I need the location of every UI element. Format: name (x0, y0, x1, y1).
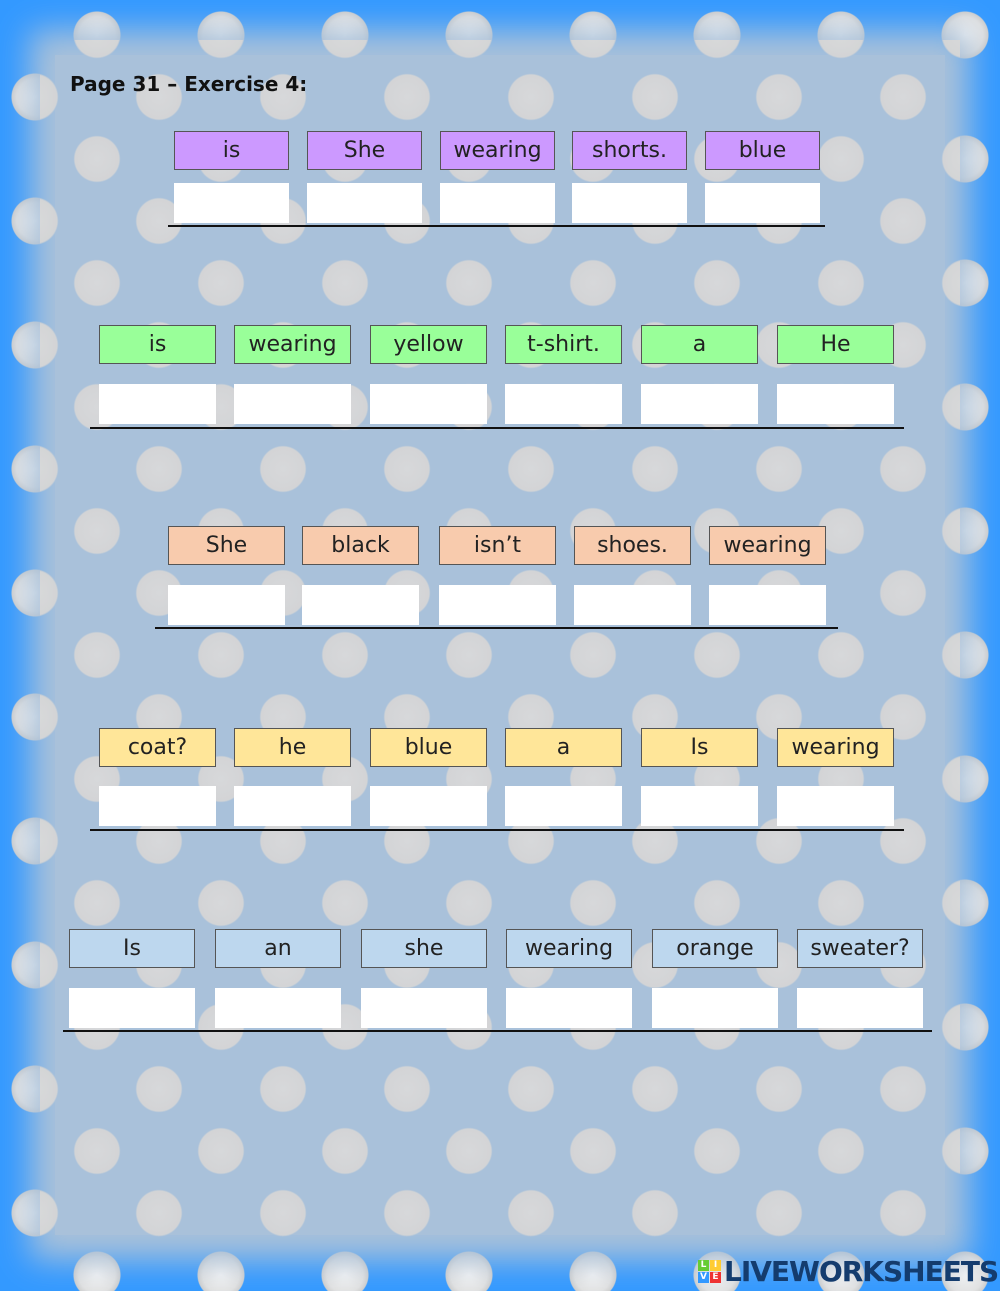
word-tile[interactable]: blue (370, 728, 487, 767)
word-tile[interactable]: a (505, 728, 622, 767)
answer-drop-box[interactable] (168, 585, 285, 625)
word-tile[interactable]: wearing (709, 526, 826, 565)
word-tile[interactable]: She (168, 526, 285, 565)
divider-line (168, 225, 825, 227)
word-tile[interactable]: black (302, 526, 419, 565)
answer-drop-box[interactable] (439, 585, 556, 625)
word-tile[interactable]: t-shirt. (505, 325, 622, 364)
answer-drop-box[interactable] (709, 585, 826, 625)
word-tile[interactable]: sweater? (797, 929, 923, 968)
word-tile[interactable]: shoes. (574, 526, 691, 565)
answer-drop-box[interactable] (777, 786, 894, 826)
answer-drop-box[interactable] (234, 384, 351, 424)
word-tile[interactable]: shorts. (572, 131, 687, 170)
answer-drop-box[interactable] (705, 183, 820, 223)
word-tile[interactable]: is (99, 325, 216, 364)
answer-drop-box[interactable] (234, 786, 351, 826)
answer-drop-box[interactable] (69, 988, 195, 1028)
answer-drop-box[interactable] (505, 384, 622, 424)
word-tile[interactable]: blue (705, 131, 820, 170)
answer-drop-box[interactable] (99, 384, 216, 424)
answer-drop-box[interactable] (370, 384, 487, 424)
answer-drop-box[interactable] (215, 988, 341, 1028)
answer-drop-box[interactable] (641, 384, 758, 424)
answer-drop-box[interactable] (302, 585, 419, 625)
answer-drop-box[interactable] (641, 786, 758, 826)
word-tile[interactable]: orange (652, 929, 778, 968)
word-tile[interactable]: wearing (234, 325, 351, 364)
word-tile[interactable]: isn’t (439, 526, 556, 565)
word-tile[interactable]: wearing (506, 929, 632, 968)
word-tile[interactable]: is (174, 131, 289, 170)
word-tile[interactable]: an (215, 929, 341, 968)
answer-drop-box[interactable] (370, 786, 487, 826)
answer-drop-box[interactable] (99, 786, 216, 826)
answer-drop-box[interactable] (652, 988, 778, 1028)
word-tile[interactable]: he (234, 728, 351, 767)
answer-drop-box[interactable] (572, 183, 687, 223)
word-tile[interactable]: He (777, 325, 894, 364)
answer-drop-box[interactable] (797, 988, 923, 1028)
divider-line (90, 427, 904, 429)
word-tile[interactable]: coat? (99, 728, 216, 767)
word-tile[interactable]: wearing (777, 728, 894, 767)
divider-line (63, 1030, 932, 1032)
answer-drop-box[interactable] (174, 183, 289, 223)
word-tile[interactable]: Is (641, 728, 758, 767)
answer-drop-box[interactable] (777, 384, 894, 424)
divider-line (155, 627, 838, 629)
word-tile[interactable]: yellow (370, 325, 487, 364)
logo-mark-icon: L I V E (698, 1260, 721, 1283)
word-tile[interactable]: Is (69, 929, 195, 968)
word-tile[interactable]: wearing (440, 131, 555, 170)
answer-drop-box[interactable] (361, 988, 487, 1028)
answer-drop-box[interactable] (307, 183, 422, 223)
answer-drop-box[interactable] (505, 786, 622, 826)
answer-drop-box[interactable] (574, 585, 691, 625)
logo-text: LIVEWORKSHEETS (724, 1255, 999, 1288)
liveworksheets-logo: L I V E LIVEWORKSHEETS (698, 1255, 999, 1288)
word-tile[interactable]: she (361, 929, 487, 968)
word-tile[interactable]: She (307, 131, 422, 170)
answer-drop-box[interactable] (440, 183, 555, 223)
polka-dot-background (40, 40, 960, 1250)
page-title: Page 31 – Exercise 4: (70, 72, 308, 96)
divider-line (90, 829, 904, 831)
answer-drop-box[interactable] (506, 988, 632, 1028)
word-tile[interactable]: a (641, 325, 758, 364)
